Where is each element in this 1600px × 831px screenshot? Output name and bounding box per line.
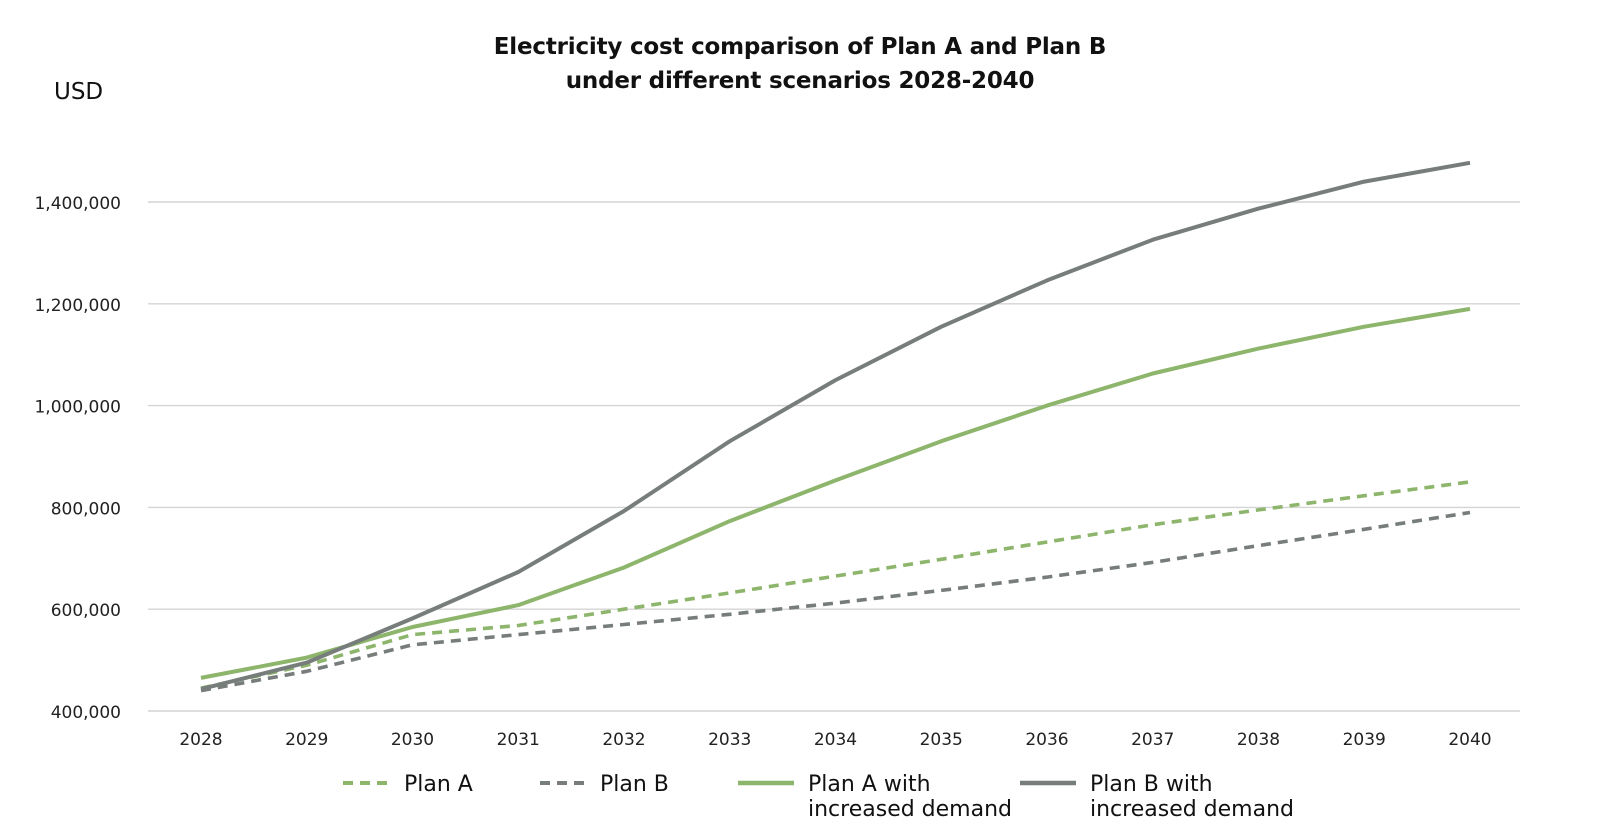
x-tick-label: 2038 (1237, 730, 1280, 750)
x-tick-label: 2039 (1343, 730, 1386, 750)
y-tick-label: 1,200,000 (34, 296, 121, 316)
x-tick-label: 2040 (1448, 730, 1491, 750)
y-tick-label: 600,000 (51, 601, 121, 621)
legend-label: increased demand (808, 797, 1012, 822)
x-tick-label: 2035 (920, 730, 963, 750)
legend-label: Plan A with (808, 772, 931, 797)
y-tick-label: 800,000 (51, 499, 121, 519)
series-lines (200, 160, 1471, 693)
y-axis-unit-label: USD (54, 79, 104, 105)
series-line-plan-a-with-increased-demand (200, 306, 1471, 680)
legend-label: Plan A (404, 772, 473, 797)
legend-label: Plan B (600, 772, 669, 797)
series-line-plan-b-with-increased-demand (200, 160, 1471, 692)
legend-label: increased demand (1090, 797, 1294, 822)
series-line-plan-a (200, 480, 1471, 690)
x-axis-ticks: 2028 2029 2030 2031 2032 2033 2034 2035 2036 2037… (179, 730, 1491, 750)
x-tick-label: 2032 (602, 730, 645, 750)
legend-label: Plan B with (1090, 772, 1213, 797)
x-tick-label: 2028 (179, 730, 222, 750)
x-tick-label: 2030 (391, 730, 434, 750)
chart-title-line-2: under different scenarios 2028-2040 (565, 68, 1035, 94)
gridlines (148, 201, 1520, 712)
x-tick-label: 2031 (497, 730, 540, 750)
x-tick-label: 2029 (285, 730, 328, 750)
y-tick-label: 1,000,000 (34, 398, 121, 418)
x-tick-label: 2036 (1025, 730, 1068, 750)
series-line-plan-b (200, 510, 1471, 693)
y-axis-ticks: 400,000 600,000 800,000 1,000,000 1,200,000 1… (34, 194, 121, 723)
x-tick-label: 2037 (1131, 730, 1174, 750)
chart-title-line-1: Electricity cost comparison of Plan A an… (493, 34, 1107, 60)
x-tick-label: 2034 (814, 730, 857, 750)
x-tick-label: 2033 (708, 730, 751, 750)
y-tick-label: 1,400,000 (34, 194, 121, 214)
y-tick-label: 400,000 (51, 703, 121, 723)
